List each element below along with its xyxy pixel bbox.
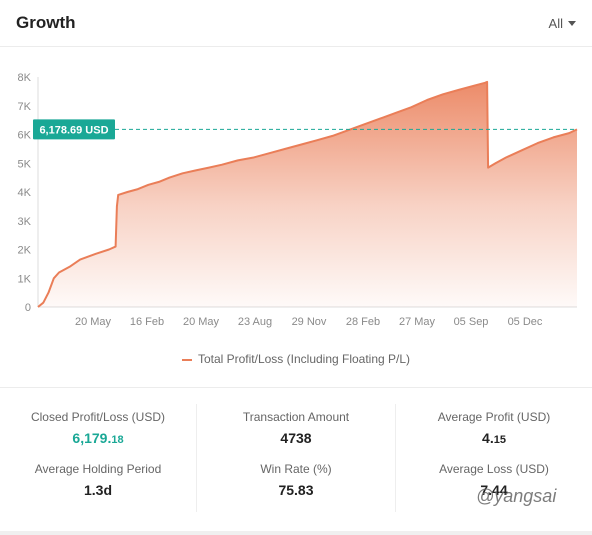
- stat-label: Win Rate (%): [260, 462, 332, 476]
- y-tick-label: 7K: [18, 101, 32, 113]
- y-tick-label: 8K: [18, 72, 32, 84]
- y-tick-label: 1K: [18, 273, 32, 285]
- stat-average-profit: Average Profit (USD) 4.15: [396, 410, 592, 446]
- caret-down-icon: [568, 21, 576, 26]
- stat-value: 4.15: [482, 430, 506, 446]
- y-tick-label: 2K: [18, 245, 32, 257]
- x-tick-label: 16 Feb: [130, 316, 164, 328]
- x-tick-label: 28 Feb: [346, 316, 380, 328]
- y-tick-label: 3K: [18, 216, 32, 228]
- legend-swatch: [181, 358, 192, 361]
- x-tick-label: 20 May: [183, 316, 220, 328]
- stat-win-rate: Win Rate (%) 75.83: [198, 462, 394, 498]
- card-header: Growth All: [0, 0, 592, 47]
- x-tick-label: 23 Aug: [238, 316, 272, 328]
- period-selector[interactable]: All: [549, 16, 576, 31]
- stat-transaction-amount: Transaction Amount 4738: [198, 410, 394, 446]
- stat-value: 1.3d: [83, 482, 112, 498]
- stat-label: Average Profit (USD): [437, 410, 551, 424]
- stat-label: Average Loss (USD): [439, 462, 549, 476]
- x-tick-label: 05 Sep: [454, 316, 489, 328]
- x-tick-label: 05 Dec: [508, 316, 543, 328]
- y-tick-label: 6K: [18, 130, 32, 142]
- y-tick-label: 4K: [18, 187, 32, 199]
- y-tick-label: 5K: [18, 158, 32, 170]
- x-tick-label: 20 May: [75, 316, 112, 328]
- stat-average-loss: Average Loss (USD) 7.44: [396, 462, 592, 498]
- stat-label: Transaction Amount: [242, 410, 350, 424]
- stat-label: Closed Profit/Loss (USD): [30, 410, 166, 424]
- stat-value: 75.83: [278, 482, 314, 498]
- stat-value: 7.44: [480, 482, 508, 498]
- stat-value: 4738: [280, 430, 312, 446]
- stat-average-holding: Average Holding Period 1.3d: [0, 462, 196, 498]
- stat-separator: [196, 404, 197, 512]
- stat-separator: [395, 404, 396, 512]
- x-tick-label: 29 Nov: [292, 316, 327, 328]
- watermark: @yangsai: [476, 486, 557, 506]
- x-tick-label: 27 May: [399, 316, 436, 328]
- legend-label: Total Profit/Loss (Including Floating P/…: [197, 352, 411, 366]
- series-line: [37, 80, 578, 308]
- bottom-border: [0, 531, 592, 535]
- stat-label: Average Holding Period: [34, 462, 162, 476]
- series-area: [38, 81, 577, 308]
- chart-legend: Total Profit/Loss (Including Floating P/…: [0, 352, 592, 366]
- stat-value: 6,179.18: [72, 430, 124, 446]
- section-divider: [0, 387, 592, 388]
- period-value: All: [548, 16, 563, 31]
- card-title: Growth: [16, 13, 76, 32]
- stat-closed-pl: Closed Profit/Loss (USD) 6,179.18: [0, 410, 196, 446]
- growth-chart: 0 1K 2K 3K 4K 5K 6K 7K 8K 20 May 16 Feb 20 May 23 Au…: [18, 72, 578, 328]
- y-tick-label: 0: [25, 302, 31, 314]
- reference-label: 6,178.69 USD: [39, 124, 108, 136]
- reference-label-bg: [33, 119, 115, 140]
